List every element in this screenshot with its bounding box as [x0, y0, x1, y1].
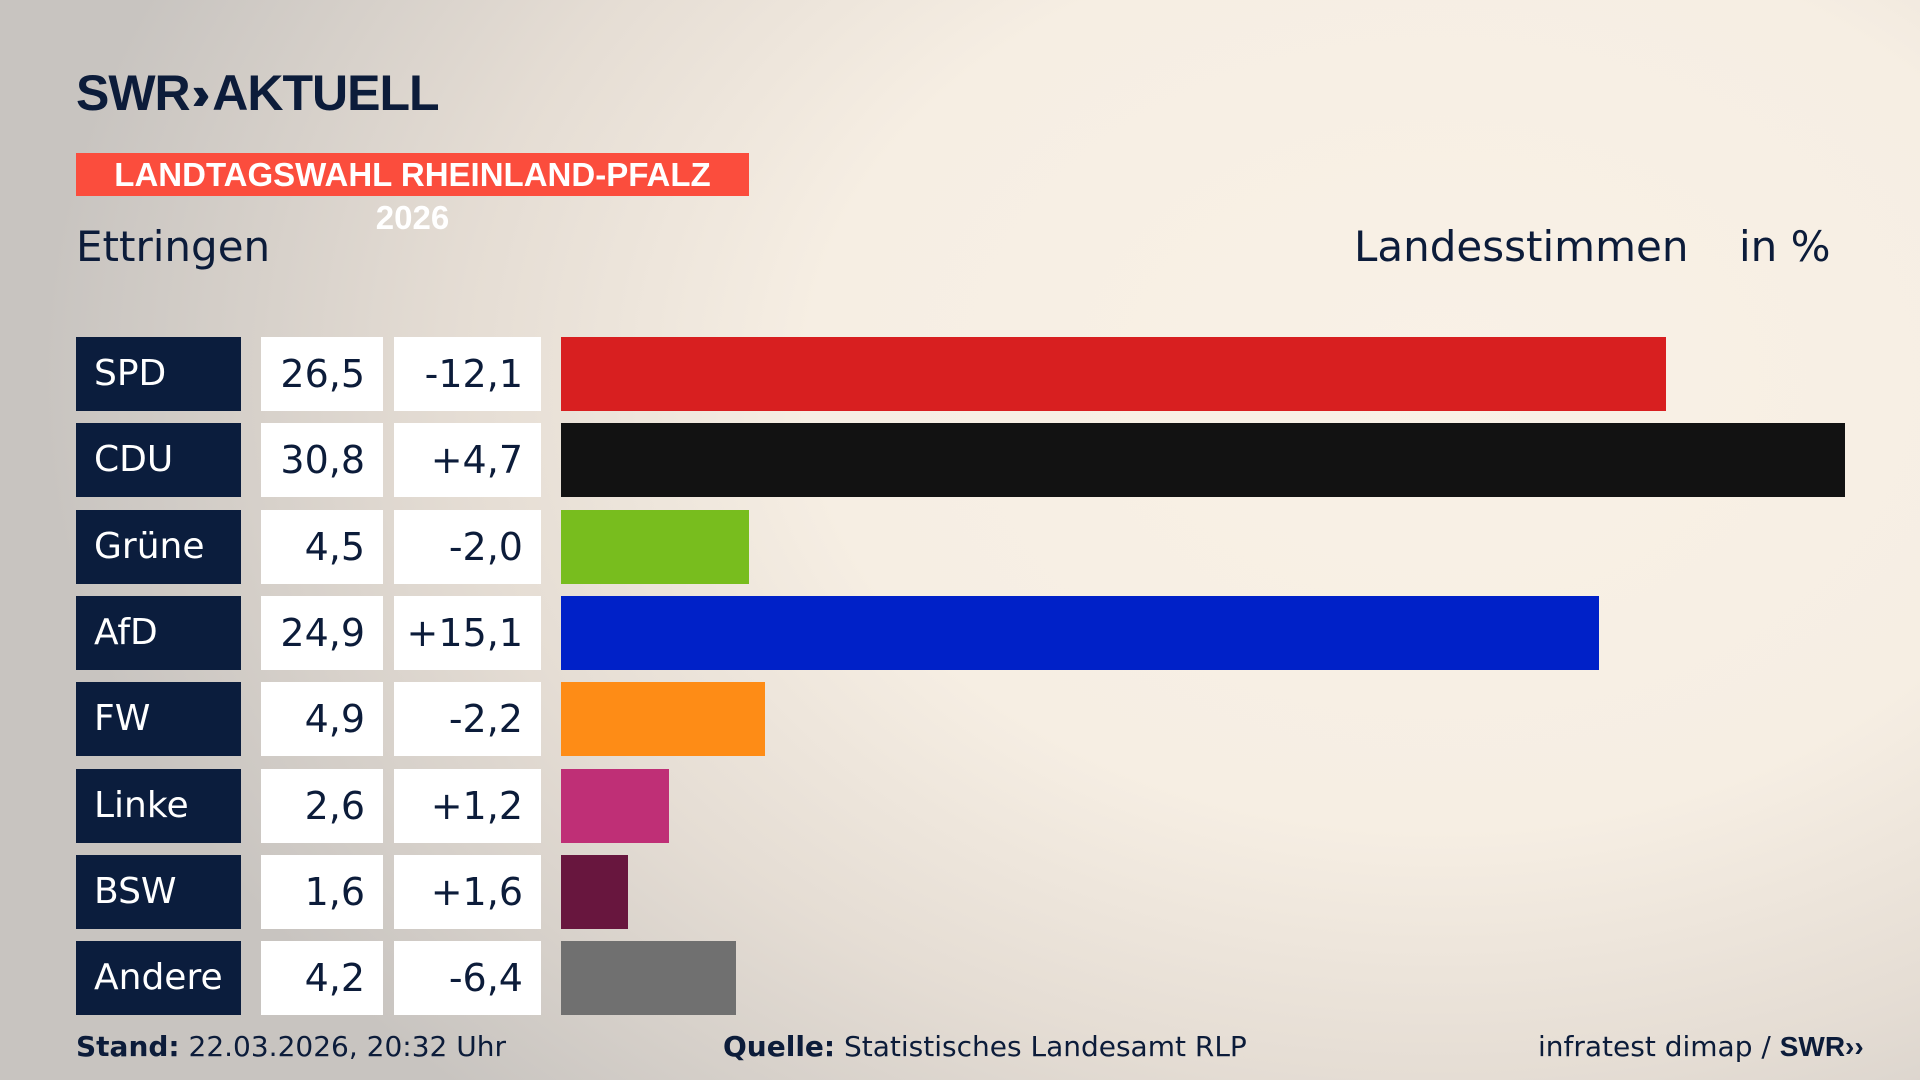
value-label: 24,9: [261, 595, 383, 670]
bar-linke: [561, 768, 670, 843]
unit-label: in %: [1739, 222, 1831, 271]
result-row: Grüne 4,5 -2,0: [76, 509, 1856, 584]
election-banner: LANDTAGSWAHL RHEINLAND-PFALZ 2026: [76, 153, 749, 236]
diff-label: -2,2: [394, 682, 541, 757]
result-row: Andere 4,2 -6,4: [76, 941, 1856, 1016]
value-label: 4,9: [261, 682, 383, 757]
value-label: 26,5: [261, 337, 383, 411]
result-row: SPD 26,5 -12,1: [76, 337, 1856, 411]
chevrons-icon: ››: [191, 67, 210, 119]
bar-spd: [561, 337, 1666, 411]
value-label: 4,5: [261, 509, 383, 584]
result-row: BSW 1,6 +1,6: [76, 854, 1856, 929]
party-label: Grüne: [76, 509, 241, 584]
party-label: Linke: [76, 768, 241, 843]
measure-label: Landesstimmen: [1354, 222, 1689, 271]
party-label: Andere: [76, 941, 241, 1016]
result-row: CDU 30,8 +4,7: [76, 423, 1856, 498]
party-label: FW: [76, 682, 241, 757]
diff-label: -6,4: [394, 941, 541, 1016]
result-row: Linke 2,6 +1,2: [76, 768, 1856, 843]
diff-label: +1,6: [394, 854, 541, 929]
party-label: SPD: [76, 337, 241, 411]
diff-label: -2,0: [394, 509, 541, 584]
result-row: AfD 24,9 +15,1: [76, 595, 1856, 670]
swr-logo: SWR››: [1779, 1031, 1864, 1062]
value-label: 30,8: [261, 423, 383, 498]
party-label: CDU: [76, 423, 241, 498]
value-label: 2,6: [261, 768, 383, 843]
diff-label: +4,7: [394, 423, 541, 498]
bar-cdu: [561, 423, 1845, 498]
bar-andere: [561, 941, 737, 1016]
value-label: 4,2: [261, 941, 383, 1016]
result-row: FW 4,9 -2,2: [76, 682, 1856, 757]
timestamp: Stand: 22.03.2026, 20:32 Uhr: [76, 1030, 506, 1063]
credit: infratest dimap / SWR››: [1538, 1030, 1864, 1063]
swr-aktuell-logo: SWR ›› AKTUELL: [76, 65, 440, 121]
source: Quelle: Statistisches Landesamt RLP: [723, 1030, 1247, 1063]
diff-label: +1,2: [394, 768, 541, 843]
party-label: BSW: [76, 854, 241, 929]
bar-afd: [561, 595, 1600, 670]
place-title: Ettringen: [76, 222, 271, 271]
value-label: 1,6: [261, 854, 383, 929]
bar-grüne: [561, 509, 749, 584]
bar-fw: [561, 682, 766, 757]
party-label: AfD: [76, 595, 241, 670]
bar-bsw: [561, 854, 628, 929]
diff-label: -12,1: [394, 337, 541, 411]
diff-label: +15,1: [394, 595, 541, 670]
